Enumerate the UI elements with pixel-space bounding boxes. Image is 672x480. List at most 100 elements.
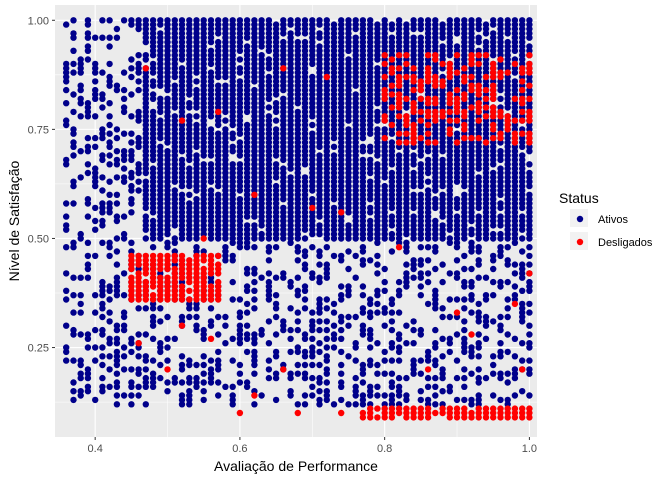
data-point-ativos bbox=[511, 78, 519, 85]
data-point-ativos bbox=[84, 56, 92, 63]
data-point-ativos bbox=[367, 204, 374, 212]
data-point-ativos bbox=[157, 222, 164, 229]
data-point-ativos bbox=[106, 100, 113, 107]
data-point-ativos bbox=[272, 38, 280, 46]
data-point-ativos bbox=[461, 278, 468, 286]
data-point-ativos bbox=[410, 52, 417, 59]
data-point-ativos bbox=[424, 235, 432, 242]
data-point-ativos bbox=[526, 309, 533, 316]
data-point-ativos bbox=[381, 278, 388, 286]
data-point-ativos bbox=[338, 326, 345, 334]
data-point-ativos bbox=[193, 86, 200, 94]
data-point-ativos bbox=[338, 252, 345, 260]
data-point-ativos bbox=[258, 121, 265, 129]
data-point-desligados bbox=[453, 117, 461, 124]
data-point-ativos bbox=[251, 340, 258, 347]
data-point-ativos bbox=[222, 174, 229, 181]
data-point-ativos bbox=[359, 204, 367, 212]
data-point-ativos bbox=[468, 370, 475, 377]
data-point-ativos bbox=[367, 126, 374, 133]
data-point-ativos bbox=[301, 121, 309, 129]
data-point-ativos bbox=[178, 174, 186, 181]
data-point-ativos bbox=[388, 174, 396, 181]
data-point-ativos bbox=[395, 204, 403, 212]
data-point-ativos bbox=[265, 204, 273, 212]
data-point-ativos bbox=[200, 230, 207, 238]
data-point-ativos bbox=[490, 235, 497, 242]
data-point-ativos bbox=[229, 204, 236, 212]
data-point-ativos bbox=[439, 134, 446, 142]
data-point-ativos bbox=[236, 17, 244, 24]
data-point-ativos bbox=[519, 222, 526, 229]
data-point-ativos bbox=[272, 187, 280, 194]
data-point-ativos bbox=[403, 270, 410, 277]
data-point-ativos bbox=[374, 196, 381, 203]
data-point-ativos bbox=[149, 25, 157, 33]
data-point-ativos bbox=[374, 235, 381, 242]
data-point-ativos bbox=[62, 270, 70, 277]
data-point-ativos bbox=[215, 148, 222, 155]
data-point-ativos bbox=[113, 217, 121, 225]
data-point-ativos bbox=[294, 235, 301, 242]
data-point-ativos bbox=[164, 335, 171, 342]
data-point-ativos bbox=[367, 52, 374, 59]
data-point-ativos bbox=[461, 222, 468, 229]
data-point-ativos bbox=[84, 108, 92, 116]
data-point-ativos bbox=[323, 318, 330, 325]
data-point-ativos bbox=[453, 30, 461, 37]
data-point-ativos bbox=[251, 86, 258, 94]
data-point-ativos bbox=[432, 292, 439, 299]
data-point-ativos bbox=[258, 222, 265, 229]
data-point-desligados bbox=[403, 139, 410, 146]
data-point-ativos bbox=[323, 65, 330, 72]
data-point-ativos bbox=[178, 278, 186, 286]
data-point-ativos bbox=[128, 335, 135, 342]
data-point-ativos bbox=[526, 196, 533, 203]
data-point-ativos bbox=[526, 366, 533, 373]
data-point-ativos bbox=[294, 43, 301, 50]
data-point-ativos bbox=[280, 204, 287, 212]
data-point-ativos bbox=[330, 21, 338, 28]
data-point-desligados bbox=[526, 270, 533, 277]
data-point-ativos bbox=[417, 121, 424, 129]
data-point-desligados bbox=[461, 78, 468, 85]
data-point-ativos bbox=[280, 86, 287, 94]
data-point-ativos bbox=[352, 340, 359, 347]
data-point-ativos bbox=[345, 73, 352, 81]
data-point-ativos bbox=[330, 222, 338, 229]
data-point-ativos bbox=[330, 152, 338, 159]
data-point-ativos bbox=[193, 182, 200, 190]
data-point-desligados bbox=[468, 104, 475, 111]
data-point-desligados bbox=[338, 409, 345, 417]
data-point-ativos bbox=[92, 357, 99, 364]
data-point-ativos bbox=[432, 148, 439, 155]
data-point-ativos bbox=[388, 187, 396, 194]
data-point-ativos bbox=[215, 86, 222, 94]
data-point-ativos bbox=[149, 370, 157, 377]
data-point-ativos bbox=[482, 374, 490, 382]
data-point-ativos bbox=[287, 134, 294, 142]
data-point-ativos bbox=[410, 38, 417, 46]
data-point-ativos bbox=[323, 43, 330, 50]
data-point-ativos bbox=[178, 313, 186, 321]
data-point-ativos bbox=[490, 43, 497, 50]
data-point-ativos bbox=[294, 30, 301, 37]
data-point-ativos bbox=[439, 65, 446, 72]
data-point-ativos bbox=[294, 113, 301, 120]
data-point-ativos bbox=[222, 86, 229, 94]
data-point-ativos bbox=[135, 187, 142, 194]
data-point-desligados bbox=[403, 52, 410, 59]
data-point-ativos bbox=[62, 21, 70, 28]
data-point-ativos bbox=[410, 340, 417, 347]
data-point-ativos bbox=[99, 383, 106, 390]
data-point-ativos bbox=[468, 91, 475, 98]
data-point-ativos bbox=[316, 108, 323, 116]
data-point-ativos bbox=[388, 25, 396, 33]
data-point-ativos bbox=[280, 60, 287, 68]
data-point-desligados bbox=[171, 292, 178, 299]
data-point-ativos bbox=[395, 86, 403, 94]
data-point-ativos bbox=[338, 335, 345, 342]
data-point-ativos bbox=[272, 25, 280, 33]
data-point-ativos bbox=[475, 17, 482, 24]
data-point-ativos bbox=[236, 65, 244, 72]
